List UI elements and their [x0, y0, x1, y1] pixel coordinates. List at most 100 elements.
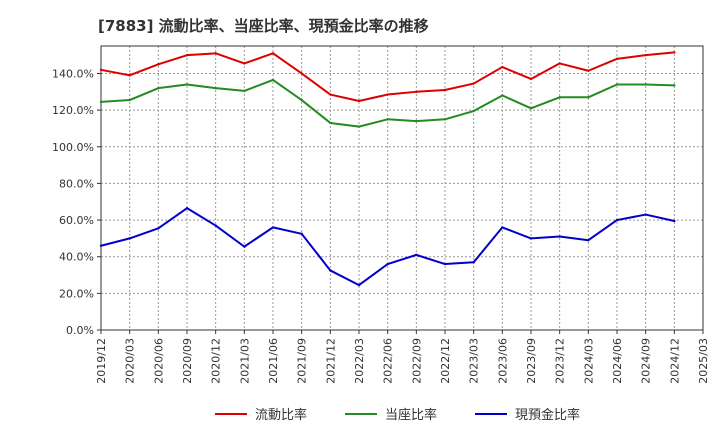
data-point	[243, 89, 246, 93]
data-point	[128, 237, 131, 240]
data-point	[415, 253, 418, 257]
y-tick-label: 40.0%	[59, 251, 94, 264]
data-point	[472, 82, 475, 85]
data-point	[300, 72, 303, 75]
data-point	[214, 224, 217, 227]
data-point	[443, 118, 447, 121]
data-point	[300, 232, 303, 236]
data-point	[99, 244, 103, 247]
data-point	[558, 235, 561, 238]
data-point	[615, 57, 619, 61]
plot-frame	[100, 45, 704, 331]
y-tick-label: 20.0%	[59, 287, 94, 300]
data-point	[529, 237, 533, 240]
data-point	[443, 88, 447, 92]
x-tick-label: 2024/03	[582, 338, 595, 384]
data-point	[243, 62, 246, 65]
data-point	[386, 93, 389, 96]
y-tick-label: 140.0%	[52, 67, 94, 80]
chart-title: [7883] 流動比率、当座比率、現預金比率の推移	[98, 17, 429, 35]
data-point	[472, 261, 475, 264]
data-point	[558, 96, 561, 99]
x-tick-label: 2024/06	[611, 338, 624, 384]
data-point	[243, 245, 246, 248]
x-tick-label: 2023/09	[525, 338, 538, 384]
data-point	[300, 98, 303, 102]
data-point	[128, 74, 131, 77]
data-point	[185, 83, 189, 86]
data-point	[415, 119, 418, 123]
data-point	[501, 94, 504, 97]
y-tick-label: 60.0%	[59, 214, 94, 227]
x-tick-label: 2022/03	[353, 338, 366, 384]
x-tick-label: 2020/03	[124, 338, 137, 384]
y-tick-label: 100.0%	[52, 141, 94, 154]
x-tick-label: 2020/09	[181, 338, 194, 384]
data-point	[615, 218, 619, 222]
data-point	[615, 83, 619, 86]
data-point	[644, 53, 647, 57]
data-point	[673, 219, 676, 223]
data-point	[128, 98, 131, 102]
data-point	[357, 125, 361, 128]
data-point	[587, 96, 590, 99]
data-point	[587, 239, 590, 242]
data-point	[673, 84, 676, 87]
x-tick-label: 2022/12	[439, 338, 452, 384]
x-tick-label: 2023/06	[496, 338, 509, 384]
x-tick-label: 2025/03	[697, 338, 710, 384]
data-point	[357, 283, 361, 287]
x-tick-label: 2023/12	[554, 338, 567, 384]
grid	[100, 46, 704, 331]
x-tick-label: 2024/09	[640, 338, 653, 384]
data-point	[529, 107, 533, 110]
data-point	[329, 269, 332, 272]
data-point	[587, 69, 590, 72]
y-tick-label: 80.0%	[59, 177, 94, 190]
y-tick-label: 0.0%	[66, 324, 94, 337]
x-tick-label: 2022/06	[382, 338, 395, 384]
data-point	[644, 83, 647, 86]
data-point	[386, 262, 389, 266]
data-point	[415, 90, 418, 94]
data-point	[644, 213, 647, 216]
legend: 流動比率 当座比率 現預金比率	[215, 407, 580, 423]
data-point	[443, 262, 447, 266]
data-point	[271, 226, 275, 229]
data-point	[329, 93, 332, 96]
data-point	[271, 78, 275, 82]
axes: 0.0% 20.0% 40.0% 60.0% 80.0% 100.0% 120.0% 140.…	[52, 45, 710, 384]
data-point	[501, 226, 504, 229]
x-tick-label: 2021/06	[267, 338, 280, 384]
legend-label: 現預金比率	[515, 407, 580, 423]
x-tick-label: 2023/03	[468, 338, 481, 384]
data-point	[99, 68, 103, 72]
data-point	[472, 109, 475, 113]
x-tick-label: 2021/12	[324, 338, 337, 384]
data-point	[386, 118, 389, 121]
x-tick-label: 2021/09	[296, 338, 309, 384]
series-layer	[99, 51, 676, 287]
x-tick-label: 2020/12	[210, 338, 223, 384]
data-point	[271, 52, 275, 55]
data-point	[329, 121, 332, 125]
data-point	[357, 99, 361, 103]
legend-label: 当座比率	[385, 407, 437, 423]
y-tick-label: 120.0%	[52, 104, 94, 117]
data-point	[214, 86, 217, 90]
data-point	[501, 65, 504, 69]
data-point	[157, 86, 160, 90]
data-point	[529, 77, 533, 81]
x-tick-label: 2024/12	[668, 338, 681, 384]
legend-label: 流動比率	[255, 407, 307, 423]
data-point	[157, 227, 160, 230]
data-point	[214, 52, 217, 55]
x-tick-label: 2020/06	[152, 338, 165, 384]
data-point	[99, 100, 103, 104]
data-point	[157, 63, 160, 66]
x-tick-label: 2021/03	[238, 338, 251, 384]
data-point	[185, 206, 189, 210]
data-point	[673, 51, 676, 54]
